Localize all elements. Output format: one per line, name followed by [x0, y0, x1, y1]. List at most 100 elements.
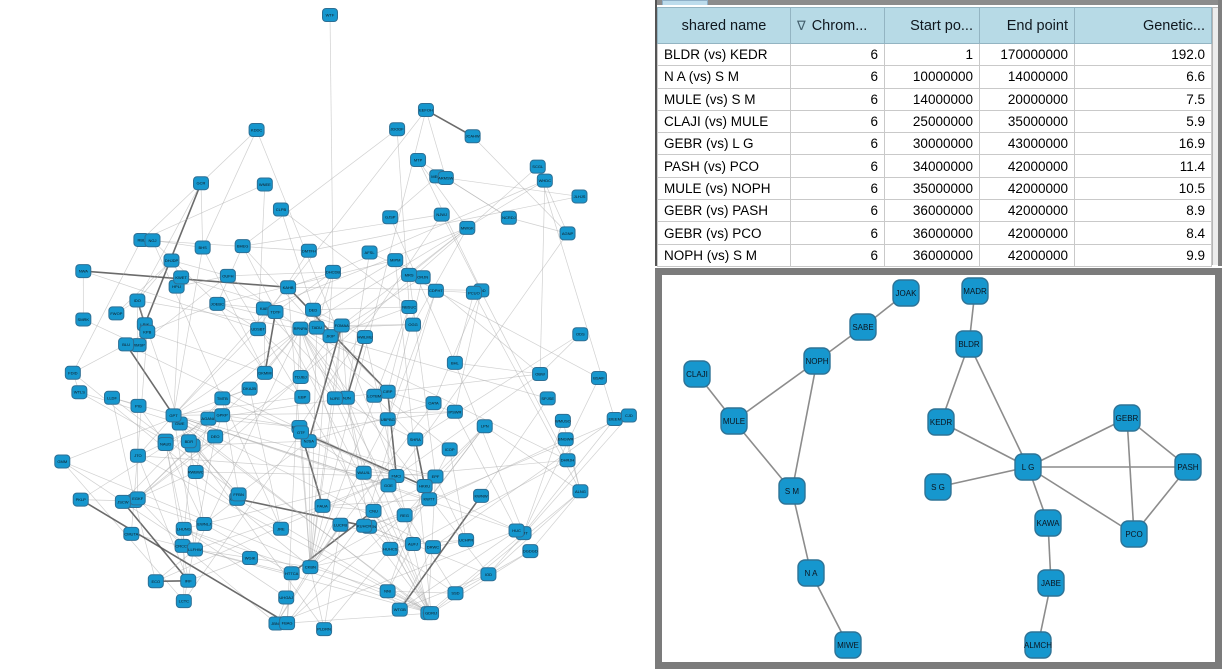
network-node[interactable]: CNU	[365, 503, 382, 518]
network-node[interactable]: FAUA	[314, 498, 331, 513]
network-edge-GEBR-PCO[interactable]	[1126, 417, 1135, 535]
network-node[interactable]: CLPB	[272, 202, 289, 217]
network-node[interactable]: EGKF	[129, 491, 146, 506]
network-node[interactable]: DHCDB	[325, 264, 342, 279]
network-node[interactable]: EEFOH	[417, 103, 434, 118]
network-node-miwe[interactable]: MIWE	[834, 631, 862, 659]
table-row[interactable]: CLAJI (vs) MULE 6 25000000 35000000 5.9	[657, 109, 1212, 134]
network-node[interactable]: HUC	[508, 523, 525, 538]
network-node[interactable]: KWET	[173, 270, 190, 285]
network-node[interactable]: EIEEM	[606, 412, 623, 427]
network-node[interactable]: OGG	[405, 317, 422, 332]
network-edge-BLDR-LG[interactable]	[968, 343, 1029, 468]
table-tab[interactable]	[662, 0, 708, 5]
network-node-kawa[interactable]: KAWA	[1034, 509, 1062, 537]
network-node-sabe[interactable]: SABE	[849, 313, 877, 341]
network-node-bldr[interactable]: BLDR	[955, 330, 983, 358]
network-node[interactable]: GPT	[165, 408, 182, 423]
network-edge-SG-LG[interactable]	[937, 466, 1029, 488]
network-node-madr[interactable]: MADR	[961, 277, 989, 305]
table-row[interactable]: MULE (vs) S M 6 14000000 20000000 7.5	[657, 87, 1212, 111]
network-node-mule[interactable]: MULE	[720, 407, 748, 435]
network-node[interactable]: HUHCS	[382, 541, 399, 556]
network-node[interactable]: FFBN	[230, 487, 247, 502]
network-node[interactable]: GOE	[380, 478, 397, 493]
network-node[interactable]: NAUD	[157, 437, 174, 452]
network-node[interactable]: UCHPR	[458, 533, 475, 548]
network-node[interactable]: JRE	[272, 521, 289, 536]
network-node[interactable]: DHJDP	[163, 253, 180, 268]
network-node[interactable]: TDTF	[267, 304, 284, 319]
network-node[interactable]: UHGAJ	[278, 590, 295, 605]
network-node[interactable]: CRCCD	[174, 538, 191, 553]
network-node[interactable]: MWGK	[459, 220, 476, 235]
network-node-sg[interactable]: S G	[924, 473, 952, 501]
network-node-gebr[interactable]: GEBR	[1113, 404, 1141, 432]
column-header-genetic[interactable]: Genetic...	[1074, 7, 1212, 44]
network-node[interactable]: RPNPA	[292, 321, 309, 336]
network-node[interactable]: KDDC	[248, 123, 265, 138]
network-node-sm[interactable]: S M	[778, 477, 806, 505]
network-node-pash[interactable]: PASH	[1174, 453, 1202, 481]
network-node[interactable]: CDPHT	[427, 283, 444, 298]
network-node[interactable]: DGDGD	[522, 544, 539, 559]
network-node[interactable]: WNEE	[256, 177, 273, 192]
network-node[interactable]: AGANA	[200, 411, 217, 426]
network-node[interactable]: BHL	[446, 355, 463, 370]
table-row[interactable]: GEBR (vs) L G 6 30000000 43000000 16.9	[657, 132, 1212, 156]
network-node[interactable]: NBSUC	[401, 299, 418, 314]
column-header-end-point[interactable]: End point	[979, 7, 1075, 44]
network-node[interactable]: DKAJB	[241, 381, 258, 396]
network-node[interactable]: GJSP	[382, 210, 399, 225]
network-node[interactable]: NJFE	[326, 391, 343, 406]
network-node[interactable]: HWLMU	[357, 329, 374, 344]
network-node[interactable]: BDR	[180, 434, 197, 449]
network-node[interactable]: ORJN	[414, 270, 431, 285]
network-node[interactable]: WMSP	[130, 338, 147, 353]
network-node[interactable]: DRWC	[424, 540, 441, 555]
network-node-jabe[interactable]: JABE	[1037, 569, 1065, 597]
network-node[interactable]: JKIP	[322, 329, 339, 344]
network-node-noph[interactable]: NOPH	[803, 347, 831, 375]
network-node[interactable]: PLDRN	[316, 622, 333, 637]
network-node[interactable]: GDRIJ	[423, 606, 440, 621]
network-node[interactable]: TDJBJ	[292, 369, 309, 384]
network-node[interactable]: JTO	[129, 448, 146, 463]
network-node[interactable]: LLDF	[104, 390, 121, 405]
network-node[interactable]: SMRK	[75, 312, 92, 327]
network-node[interactable]: OBW	[532, 366, 549, 381]
network-node[interactable]: AFSL	[361, 245, 378, 260]
network-node[interactable]: BHS	[194, 240, 211, 255]
network-node[interactable]: BHEG	[234, 239, 251, 254]
network-node-kedr[interactable]: KEDR	[927, 408, 955, 436]
column-header-chromosome[interactable]: ∇ Chrom...	[790, 7, 885, 44]
network-node[interactable]: JDODF	[389, 122, 406, 137]
network-node[interactable]: KWTT	[421, 492, 438, 507]
network-node[interactable]: OATA	[425, 396, 442, 411]
network-node[interactable]: ICOP	[441, 442, 458, 457]
network-node[interactable]: BLU	[118, 337, 135, 352]
network-node[interactable]: LPN	[476, 419, 493, 434]
network-node-almch[interactable]: ALMCH	[1024, 631, 1052, 659]
network-edge-LG-GEBR[interactable]	[1027, 417, 1128, 468]
network-node[interactable]: EPF	[427, 469, 444, 484]
network-node[interactable]: FBAG	[279, 616, 296, 631]
network-node[interactable]: NNI	[379, 584, 396, 599]
network-node[interactable]: JLHJS	[571, 189, 588, 204]
network-node[interactable]: MRS	[401, 267, 418, 282]
dense-network-canvas[interactable]: WTFFMCIMEODJJIWMSPLRIKKAHBGWEKKRONWARPNP…	[0, 0, 655, 669]
table-row[interactable]: NOPH (vs) S M 6 36000000 42000000 9.9	[657, 243, 1212, 268]
network-node[interactable]: CIRP	[379, 384, 396, 399]
network-node[interactable]: CJD	[620, 408, 637, 423]
network-node[interactable]: IDO	[129, 293, 146, 308]
table-scrollbar[interactable]	[1212, 7, 1218, 265]
network-node[interactable]: JSCW	[114, 494, 131, 509]
network-node[interactable]: IPSWR	[446, 404, 463, 419]
network-node[interactable]: WHDC	[536, 173, 553, 188]
network-node[interactable]: ALNG	[572, 484, 589, 499]
network-node-lg[interactable]: L G	[1014, 453, 1042, 481]
network-node[interactable]: FOMAA	[333, 318, 350, 333]
network-node[interactable]: ODS	[572, 327, 589, 342]
network-node[interactable]: SCGL	[529, 159, 546, 174]
network-node[interactable]: SSD	[447, 586, 464, 601]
